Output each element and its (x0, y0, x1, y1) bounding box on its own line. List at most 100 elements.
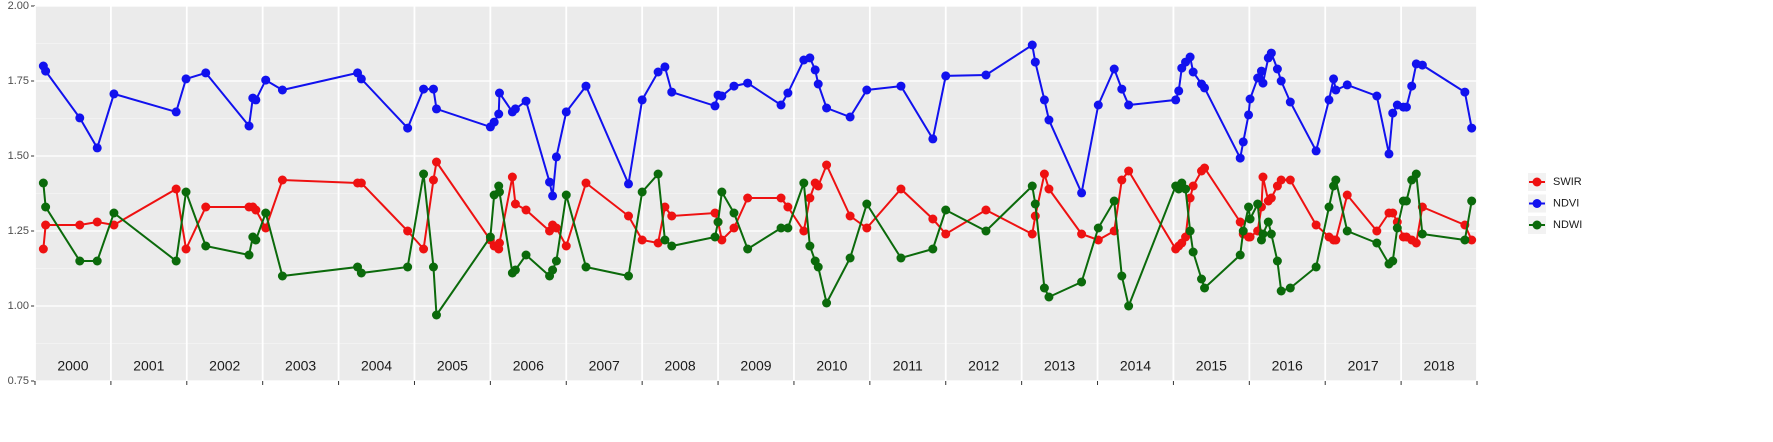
data-point (561, 241, 571, 251)
data-point (1272, 64, 1282, 74)
year-label: 2017 (1348, 358, 1379, 374)
data-point (1044, 292, 1054, 302)
data-point (251, 235, 261, 245)
data-point (1467, 123, 1477, 133)
data-point (1044, 184, 1054, 194)
data-point (201, 68, 211, 78)
data-point (1272, 256, 1282, 266)
data-point (431, 104, 441, 114)
data-point (660, 235, 670, 245)
data-point (428, 262, 438, 272)
data-point (805, 193, 815, 203)
data-point (551, 256, 561, 266)
year-label: 2000 (57, 358, 88, 374)
year-label: 2014 (1120, 358, 1151, 374)
data-point (1124, 100, 1134, 110)
data-point (261, 208, 271, 218)
data-point (717, 187, 727, 197)
data-point (507, 172, 517, 182)
data-point (941, 205, 951, 215)
data-point (896, 253, 906, 263)
data-point (981, 70, 991, 80)
data-point (75, 113, 85, 123)
data-point (710, 232, 720, 242)
data-point (1401, 196, 1411, 206)
data-point (109, 220, 119, 230)
data-point (776, 100, 786, 110)
legend-label: NDWI (1553, 219, 1582, 231)
data-point (1417, 229, 1427, 239)
data-point (251, 205, 261, 215)
data-point (38, 178, 48, 188)
year-label: 2018 (1423, 358, 1454, 374)
data-point (1258, 229, 1268, 239)
data-point (428, 175, 438, 185)
data-point (403, 123, 413, 133)
data-point (38, 244, 48, 254)
data-point (1266, 229, 1276, 239)
year-label: 2006 (513, 358, 544, 374)
data-point (1109, 64, 1119, 74)
legend-dot (1532, 177, 1542, 187)
data-point (1185, 226, 1195, 236)
data-point (928, 214, 938, 224)
year-label: 2013 (1044, 358, 1075, 374)
data-point (981, 226, 991, 236)
data-point (710, 208, 720, 218)
data-point (1197, 274, 1207, 284)
y-tick-label: 1.50 (8, 150, 29, 162)
data-point (660, 62, 670, 72)
data-point (545, 177, 555, 187)
data-point (1027, 40, 1037, 50)
data-point (1117, 271, 1127, 281)
data-point (1181, 184, 1191, 194)
data-point (251, 95, 261, 105)
data-point (1027, 229, 1037, 239)
data-point (1331, 85, 1341, 95)
data-point (667, 211, 677, 221)
data-point (981, 205, 991, 215)
data-point (1185, 52, 1195, 62)
data-point (1238, 137, 1248, 147)
data-point (862, 85, 872, 95)
data-point (277, 175, 287, 185)
data-point (1372, 91, 1382, 101)
data-point (667, 87, 677, 97)
data-point (261, 75, 271, 85)
data-point (845, 211, 855, 221)
data-point (1258, 172, 1268, 182)
data-point (41, 220, 51, 230)
data-point (623, 179, 633, 189)
data-point (941, 71, 951, 81)
data-point (1384, 149, 1394, 159)
data-point (510, 199, 520, 209)
data-point (1329, 74, 1339, 84)
data-point (1467, 196, 1477, 206)
data-point (1467, 235, 1477, 245)
data-point (1235, 217, 1245, 227)
data-point (1077, 229, 1087, 239)
data-point (822, 103, 832, 113)
data-point (41, 66, 51, 76)
data-point (1117, 175, 1127, 185)
data-point (428, 84, 438, 94)
data-point (419, 169, 429, 179)
data-point (1388, 256, 1398, 266)
data-point (805, 241, 815, 251)
data-point (813, 79, 823, 89)
data-point (1188, 67, 1198, 77)
data-point (743, 78, 753, 88)
data-point (92, 217, 102, 227)
data-point (1188, 247, 1198, 257)
data-point (1324, 95, 1334, 105)
data-point (1417, 60, 1427, 70)
data-point (1124, 301, 1134, 311)
data-point (201, 202, 211, 212)
data-point (521, 96, 531, 106)
data-point (494, 238, 504, 248)
data-point (1311, 262, 1321, 272)
data-point (1238, 226, 1248, 236)
data-point (1188, 181, 1198, 191)
data-point (1331, 235, 1341, 245)
y-tick-label: 1.00 (8, 300, 29, 312)
